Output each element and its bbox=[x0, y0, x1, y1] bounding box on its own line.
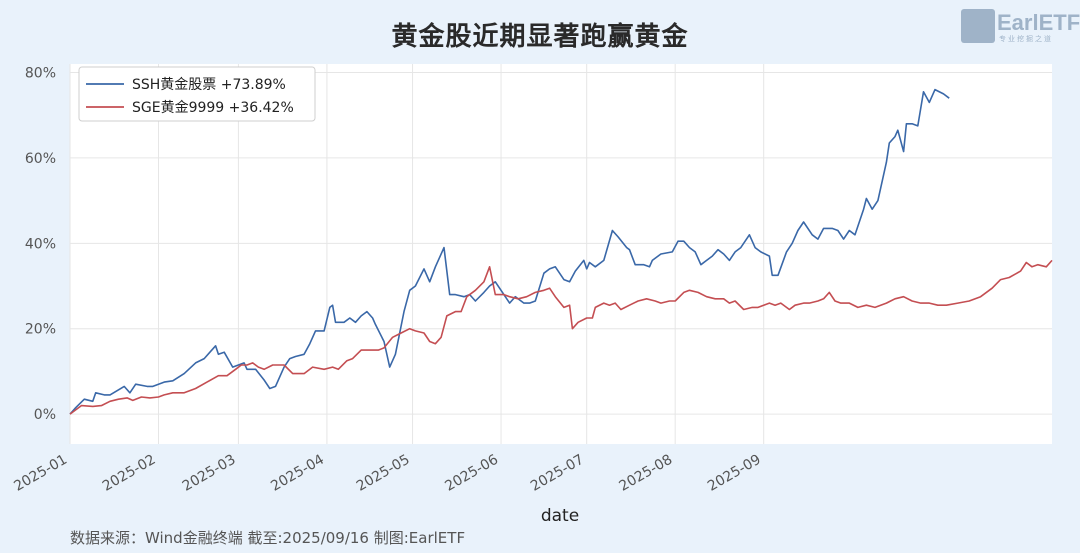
x-tick-label: 2025-04 bbox=[268, 452, 327, 495]
y-tick-label: 0% bbox=[34, 407, 56, 423]
x-axis-ticks: 2025-01 2025-02 2025-03 2025-04 2025-05 2025-… bbox=[11, 452, 763, 495]
x-tick-label: 2025-07 bbox=[528, 452, 587, 495]
legend-box bbox=[78, 66, 316, 122]
legend-label-0: SSH黄金股票 +73.89% bbox=[132, 76, 286, 93]
x-tick-label: 2025-03 bbox=[180, 452, 239, 495]
y-tick-label: 60% bbox=[25, 151, 56, 167]
series-line-1 bbox=[69, 259, 1053, 415]
chart-title: 黄金股近期显著跑赢黄金 bbox=[391, 22, 689, 52]
plot-area bbox=[70, 64, 1052, 444]
series-lines bbox=[69, 88, 1053, 415]
series-line-0 bbox=[69, 88, 950, 415]
x-tick-label: 2025-09 bbox=[705, 452, 764, 495]
logo-mark-icon bbox=[961, 9, 995, 43]
legend: SSH黄金股票 +73.89% SGE黄金9999 +36.42% bbox=[78, 66, 316, 122]
grid bbox=[69, 64, 1052, 444]
logo-subtitle: 专业挖掘之道 bbox=[999, 35, 1053, 43]
x-tick-label: 2025-05 bbox=[354, 452, 413, 495]
source-footer: 数据来源：Wind金融终端 截至:2025/09/16 制图:EarlETF bbox=[70, 529, 466, 547]
logo-text: EarlETF bbox=[997, 10, 1080, 35]
y-tick-label: 80% bbox=[25, 66, 56, 82]
x-tick-label: 2025-02 bbox=[100, 452, 159, 495]
x-tick-label: 2025-08 bbox=[617, 452, 676, 495]
x-tick-label: 2025-01 bbox=[11, 452, 70, 495]
legend-label-1: SGE黄金9999 +36.42% bbox=[132, 99, 294, 116]
y-tick-label: 40% bbox=[25, 236, 56, 252]
y-axis-ticks: 0% 20% 40% 60% 80% bbox=[25, 66, 56, 424]
x-axis-label: date bbox=[540, 506, 580, 526]
earletf-logo: EarlETF 专业挖掘之道 bbox=[961, 9, 1080, 43]
x-tick-label: 2025-06 bbox=[442, 452, 501, 495]
y-tick-label: 20% bbox=[25, 322, 56, 338]
